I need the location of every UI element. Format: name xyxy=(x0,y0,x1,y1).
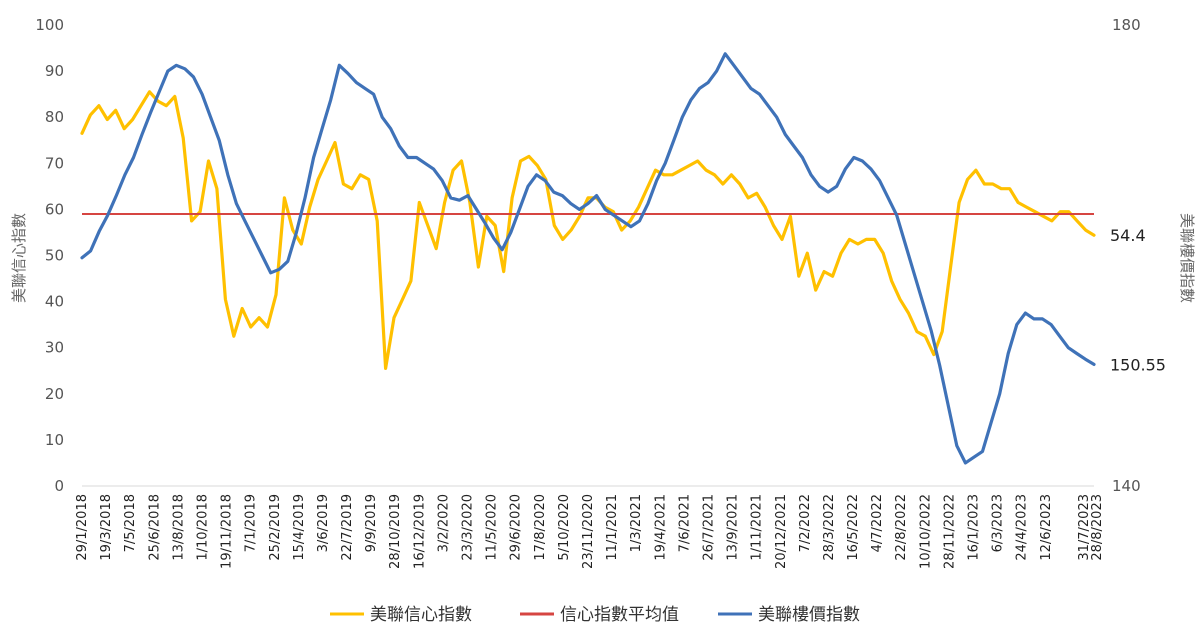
x-tick-label: 19/3/2018 xyxy=(99,494,114,561)
x-axis-ticks: 29/1/2018 19/3/2018 7/5/2018 25/6/2018 13/8/… xyxy=(75,494,1105,569)
x-tick-label: 28/10/2019 xyxy=(388,494,403,569)
x-tick-label: 23/11/2020 xyxy=(581,494,596,569)
legend-label: 美聯信心指數 xyxy=(370,605,472,625)
x-tick-label: 7/6/2021 xyxy=(677,494,692,552)
x-tick-label: 16/5/2022 xyxy=(846,494,861,561)
x-tick-label: 3/6/2019 xyxy=(316,494,331,552)
series-end-label: 54.4 xyxy=(1110,226,1146,245)
x-tick-label: 11/1/2021 xyxy=(605,494,620,561)
legend: 美聯信心指數 信心指數平均值 美聯樓價指數 xyxy=(330,605,860,625)
left-y-tick-label: 90 xyxy=(45,62,64,80)
x-tick-label: 11/5/2020 xyxy=(485,494,500,561)
x-tick-label: 7/5/2018 xyxy=(123,494,138,552)
x-tick-label: 9/9/2019 xyxy=(364,494,379,552)
x-tick-label: 7/2/2022 xyxy=(798,494,813,552)
series-layer xyxy=(80,52,1096,465)
x-tick-label: 3/2/2020 xyxy=(436,494,451,552)
x-tick-label: 22/8/2022 xyxy=(894,494,909,561)
x-tick-label: 19/4/2021 xyxy=(653,494,668,561)
x-tick-label: 25/6/2018 xyxy=(147,494,162,561)
x-tick-label: 13/8/2018 xyxy=(171,494,186,561)
left-y-axis-ticks: 0 10 20 30 40 50 60 70 80 90 100 xyxy=(35,16,64,495)
x-tick-label: 28/8/2023 xyxy=(1090,494,1105,561)
x-tick-label: 13/9/2021 xyxy=(726,494,741,561)
x-tick-label: 20/12/2021 xyxy=(774,494,789,569)
series-line-confidence xyxy=(80,90,1096,370)
x-tick-label: 1/10/2018 xyxy=(196,494,211,561)
x-tick-label: 24/4/2023 xyxy=(1015,494,1030,561)
left-y-tick-label: 50 xyxy=(45,247,64,265)
x-tick-label: 5/10/2020 xyxy=(557,494,572,561)
right-y-tick-label: 140 xyxy=(1112,477,1141,495)
left-y-tick-label: 100 xyxy=(35,16,64,34)
left-y-tick-label: 0 xyxy=(54,477,64,495)
series-end-label: 150.55 xyxy=(1110,355,1166,374)
x-tick-label: 22/7/2019 xyxy=(340,494,355,561)
x-tick-label: 28/11/2022 xyxy=(942,494,957,569)
x-tick-label: 7/1/2019 xyxy=(244,494,259,552)
left-y-axis-title: 美聯信心指數 xyxy=(10,213,28,303)
x-tick-label: 29/6/2020 xyxy=(509,494,524,561)
x-tick-label: 25/2/2019 xyxy=(268,494,283,561)
x-tick-label: 10/10/2022 xyxy=(918,494,933,569)
left-y-tick-label: 40 xyxy=(45,293,64,311)
series-line-property-price xyxy=(80,52,1096,465)
left-y-tick-label: 70 xyxy=(45,154,64,172)
x-tick-label: 31/7/2023 xyxy=(1077,494,1092,561)
right-y-axis-ticks: 140 180 xyxy=(1112,16,1141,495)
right-y-axis-title: 美聯樓價指數 xyxy=(1178,213,1196,303)
x-tick-label: 17/8/2020 xyxy=(533,494,548,561)
x-tick-label: 29/1/2018 xyxy=(75,494,90,561)
x-tick-label: 6/3/2023 xyxy=(991,494,1006,552)
x-tick-label: 1/11/2021 xyxy=(750,494,765,561)
x-tick-label: 23/3/2020 xyxy=(461,494,476,561)
x-tick-label: 12/6/2023 xyxy=(1039,494,1054,561)
x-tick-label: 4/7/2022 xyxy=(870,494,885,552)
right-y-tick-label: 180 xyxy=(1112,16,1141,34)
left-y-tick-label: 60 xyxy=(45,200,64,218)
x-tick-label: 19/11/2018 xyxy=(220,494,235,569)
left-y-tick-label: 30 xyxy=(45,339,64,357)
left-y-tick-label: 80 xyxy=(45,108,64,126)
legend-label: 美聯樓價指數 xyxy=(758,605,860,625)
x-tick-label: 15/4/2019 xyxy=(292,494,307,561)
x-tick-label: 26/7/2021 xyxy=(702,494,717,561)
left-y-tick-label: 10 xyxy=(45,431,64,449)
x-tick-label: 16/12/2019 xyxy=(412,494,427,569)
left-y-tick-label: 20 xyxy=(45,385,64,403)
end-labels: 54.4 150.55 xyxy=(1110,226,1166,374)
x-tick-label: 1/3/2021 xyxy=(629,494,644,552)
legend-label: 信心指數平均值 xyxy=(560,605,679,625)
x-tick-label: 28/3/2022 xyxy=(822,494,837,561)
x-tick-label: 16/1/2023 xyxy=(967,494,982,561)
